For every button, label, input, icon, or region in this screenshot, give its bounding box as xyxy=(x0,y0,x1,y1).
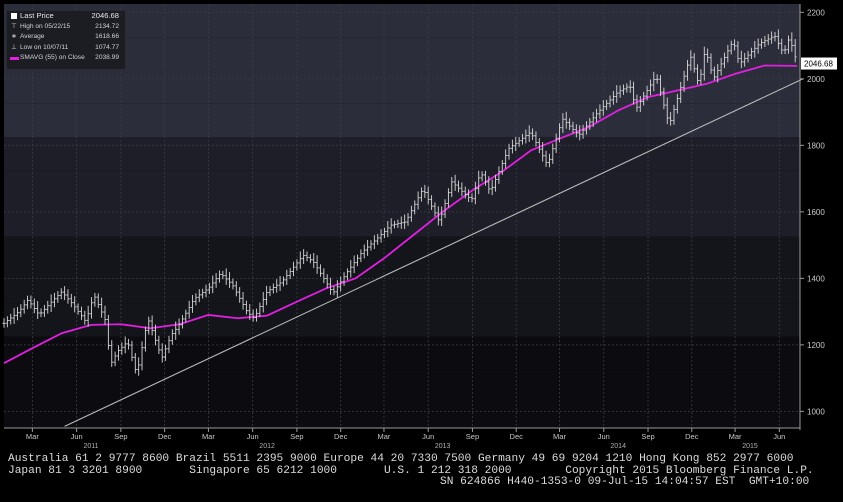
x-tick-label: Jun xyxy=(422,432,434,441)
x-tick-label: Dec xyxy=(685,432,699,441)
chart-legend: Last Price 2046.68 ⊤ High on 05/22/15 2134.… xyxy=(6,10,126,70)
price-bars-layer: 2046.68 xyxy=(2,29,837,376)
x-tick-label: Jun xyxy=(247,432,259,441)
legend-high: ⊤ High on 05/22/15 2134.72 xyxy=(7,22,125,33)
legend-last-price: Last Price 2046.68 xyxy=(7,11,125,22)
legend-low: ⊥ Low on 10/07/11 1074.77 xyxy=(7,43,125,54)
background-band xyxy=(4,369,800,404)
x-year-label: 2015 xyxy=(742,443,758,450)
x-tick-label: Mar xyxy=(26,432,39,441)
box-icon xyxy=(11,13,17,19)
footer-session-line: SN 624866 H440-1353-0 09-Jul-15 14:04:57… xyxy=(440,476,810,488)
y-tick-label: 2200 xyxy=(807,8,825,17)
last-price-label: 2046.68 xyxy=(804,60,833,69)
y-tick-label: 1400 xyxy=(807,274,825,283)
background-band xyxy=(4,103,800,138)
x-tick-label: Sep xyxy=(290,432,303,441)
x-tick-label: Dec xyxy=(510,432,524,441)
background-band xyxy=(4,403,800,428)
background-band xyxy=(4,170,800,204)
smavg-layer xyxy=(3,64,798,364)
x-tick-label: Dec xyxy=(158,432,172,441)
x-tick-label: Jun xyxy=(598,432,610,441)
background-band xyxy=(4,236,800,271)
y-tick-label: 1600 xyxy=(807,208,825,217)
x-year-label: 2011 xyxy=(84,443,99,450)
trendline-layer xyxy=(64,78,804,427)
x-tick-label: Dec xyxy=(334,432,348,441)
trendline xyxy=(64,78,804,427)
x-tick-label: Sep xyxy=(641,432,654,441)
average-marker-icon: ∗ xyxy=(11,33,17,40)
x-tick-label: Jun xyxy=(773,432,785,441)
y-tick-label: 2000 xyxy=(807,75,825,84)
low-marker-icon: ⊥ xyxy=(11,43,17,51)
y-tick-label: 1200 xyxy=(807,341,825,350)
background-band xyxy=(4,4,800,38)
x-tick-label: Mar xyxy=(729,432,742,441)
footer-contacts-line-2: Japan 81 3 3201 8900 Singapore 65 6212 1… xyxy=(8,465,814,477)
gridlines xyxy=(4,4,800,428)
background-band xyxy=(4,203,800,237)
x-year-label: 2014 xyxy=(610,443,626,450)
x-tick-label: Sep xyxy=(466,432,479,441)
x-tick-label: Mar xyxy=(378,432,391,441)
background-band xyxy=(4,336,800,370)
smavg-swatch-icon xyxy=(10,57,19,60)
legend-smavg: SMAVG (55) on Close 2038.99 xyxy=(7,53,125,64)
x-tick-label: Mar xyxy=(202,432,215,441)
y-tick-label: 1000 xyxy=(807,407,825,416)
axes xyxy=(4,4,804,432)
smavg-line xyxy=(3,64,798,364)
footer-contacts-line-1: Australia 61 2 9777 8600 Brazil 5511 239… xyxy=(8,453,794,465)
x-tick-label: Jun xyxy=(71,432,83,441)
legend-average: ∗ Average 1618.66 xyxy=(7,32,125,43)
x-tick-label: Sep xyxy=(114,432,127,441)
tick-labels: 1000 1200 1400 1600 1800 2000 2200 Mar Jun Sep Dec… xyxy=(26,8,825,450)
x-year-label: 2012 xyxy=(259,443,275,450)
x-year-label: 2013 xyxy=(435,443,451,450)
last-price-flag xyxy=(801,57,837,70)
y-tick-label: 1800 xyxy=(807,141,825,150)
background-band xyxy=(4,303,800,337)
high-marker-icon: ⊤ xyxy=(11,22,17,30)
x-tick-label: Mar xyxy=(553,432,566,441)
background-band xyxy=(4,137,800,171)
background-band xyxy=(4,37,800,71)
background-band xyxy=(4,270,800,304)
